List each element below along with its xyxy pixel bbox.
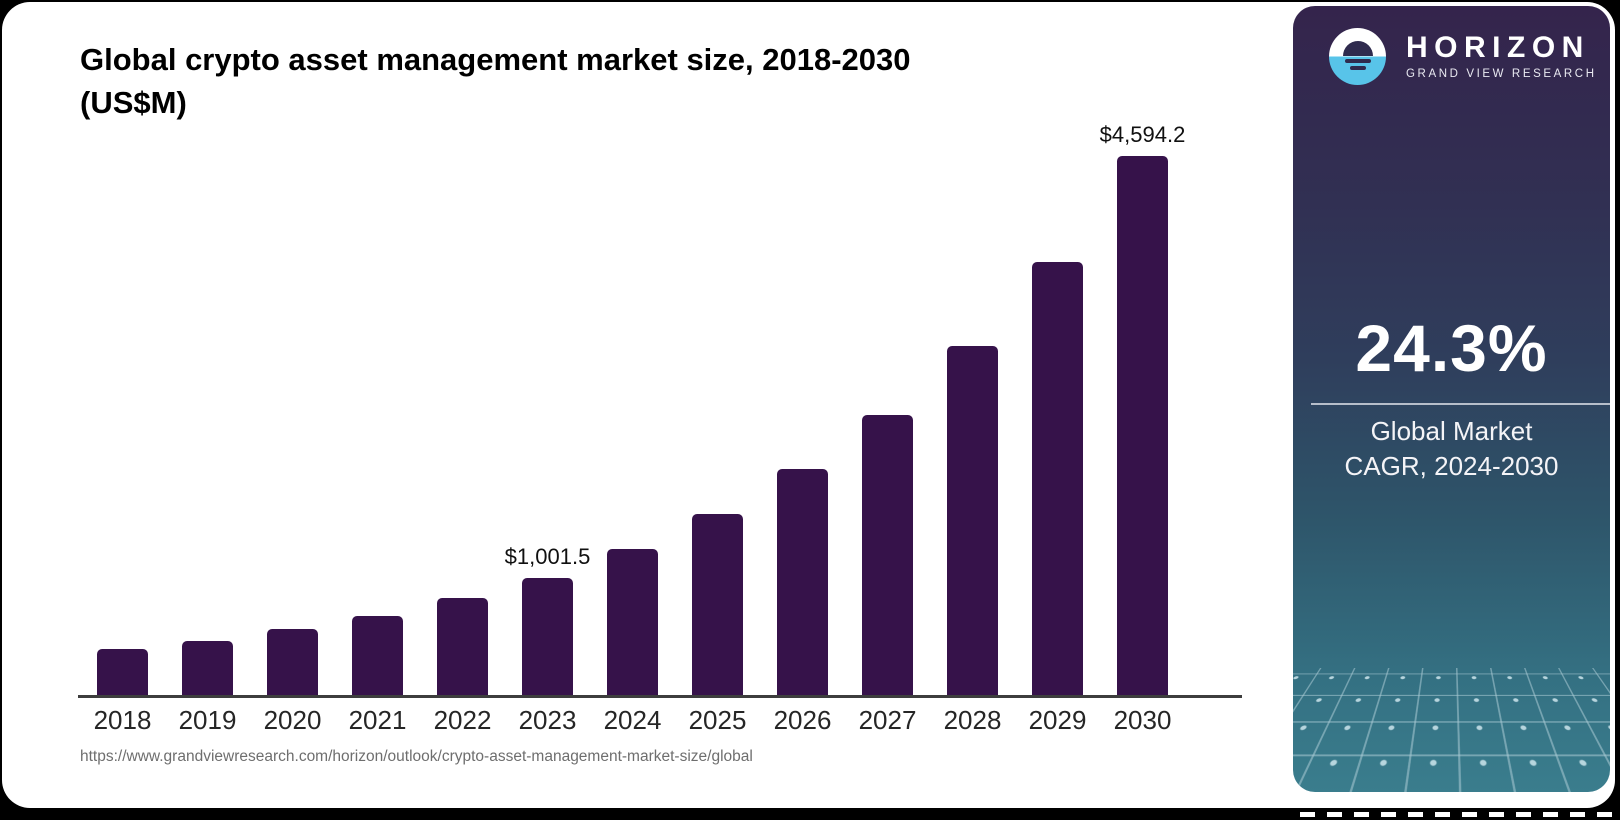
wireframe-mesh-decoration bbox=[1293, 668, 1610, 792]
x-tick-2022: 2022 bbox=[433, 705, 492, 735]
bar-value-label-2023: $1,001.5 bbox=[504, 543, 591, 569]
cagr-value: 24.3% bbox=[1355, 311, 1548, 385]
x-tick-2019: 2019 bbox=[178, 705, 237, 735]
cagr-divider bbox=[1311, 403, 1610, 405]
horizon-sun-icon bbox=[1329, 28, 1386, 85]
x-tick-2026: 2026 bbox=[773, 705, 832, 735]
bar-column-2020 bbox=[250, 156, 335, 695]
horizon-logo: HORIZON GRAND VIEW RESEARCH bbox=[1329, 28, 1597, 85]
x-tick-2024: 2024 bbox=[603, 705, 662, 735]
cagr-label-line1: Global Market bbox=[1370, 416, 1533, 446]
bar-2021 bbox=[352, 615, 403, 695]
bar-column-2019 bbox=[165, 156, 250, 695]
bar-column-2026 bbox=[760, 156, 845, 695]
x-tick-2023: 2023 bbox=[518, 705, 577, 735]
x-tick-2020: 2020 bbox=[263, 705, 322, 735]
infographic-card: Global crypto asset management market si… bbox=[2, 2, 1615, 808]
bar-2022 bbox=[437, 598, 488, 695]
bar-2018 bbox=[97, 649, 148, 695]
cagr-label: Global Market CAGR, 2024-2030 bbox=[1293, 414, 1610, 484]
x-tick-2030: 2030 bbox=[1113, 705, 1172, 735]
sidebar: HORIZON GRAND VIEW RESEARCH 24.3% Global… bbox=[1293, 6, 1610, 792]
bar-column-2018 bbox=[80, 156, 165, 695]
bar-chart: $1,001.5 $4,594.2 bbox=[80, 122, 1185, 695]
bar-2027 bbox=[862, 414, 913, 695]
brand-subtitle: GRAND VIEW RESEARCH bbox=[1406, 68, 1597, 80]
bar-column-2030: $4,594.2 bbox=[1100, 122, 1185, 695]
bar-2023: $1,001.5 bbox=[505, 544, 590, 695]
brand-name: HORIZON bbox=[1406, 31, 1590, 64]
sun-reflection-line bbox=[1349, 66, 1366, 70]
x-tick-2018: 2018 bbox=[93, 705, 152, 735]
bar-column-2028 bbox=[930, 156, 1015, 695]
bar-column-2027 bbox=[845, 156, 930, 695]
bar-value-label-2030: $4,594.2 bbox=[1099, 122, 1186, 147]
logo-text: HORIZON GRAND VIEW RESEARCH bbox=[1406, 31, 1597, 81]
chart-title-line1: Global crypto asset management market si… bbox=[80, 42, 911, 77]
chart-title: Global crypto asset management market si… bbox=[80, 38, 1030, 124]
bar-column-2023: $1,001.5 bbox=[505, 156, 590, 695]
source-url: https://www.grandviewresearch.com/horizo… bbox=[80, 748, 753, 765]
sun-reflection-line bbox=[1344, 59, 1371, 63]
bar-2029 bbox=[1032, 261, 1083, 695]
bar-2026 bbox=[777, 469, 828, 695]
x-axis-tick-labels: 2018 2019 2020 2021 2022 2023 2024 2025 2026 2027… bbox=[80, 705, 1185, 736]
bar-column-2029 bbox=[1015, 156, 1100, 695]
x-tick-2028: 2028 bbox=[943, 705, 1002, 735]
chart-title-line2: (US$M) bbox=[80, 85, 187, 120]
bottom-dashed-border bbox=[1300, 812, 1618, 817]
bar-column-2025 bbox=[675, 156, 760, 695]
sun-dome-shape bbox=[1342, 41, 1373, 56]
bar-2028 bbox=[947, 346, 998, 695]
bar-column-2024 bbox=[590, 156, 675, 695]
bar-column-2021 bbox=[335, 156, 420, 695]
x-tick-2025: 2025 bbox=[688, 705, 747, 735]
bar-2020 bbox=[267, 628, 318, 695]
x-axis-line bbox=[78, 695, 1242, 698]
bar-2030: $4,594.2 bbox=[1100, 122, 1185, 695]
x-tick-2021: 2021 bbox=[348, 705, 407, 735]
cagr-label-line2: CAGR, 2024-2030 bbox=[1344, 451, 1559, 481]
bar-2024 bbox=[607, 548, 658, 695]
bar-2019 bbox=[182, 640, 233, 695]
x-tick-2029: 2029 bbox=[1028, 705, 1087, 735]
bar-column-2022 bbox=[420, 156, 505, 695]
bar-2025 bbox=[692, 513, 743, 695]
x-tick-2027: 2027 bbox=[858, 705, 917, 735]
